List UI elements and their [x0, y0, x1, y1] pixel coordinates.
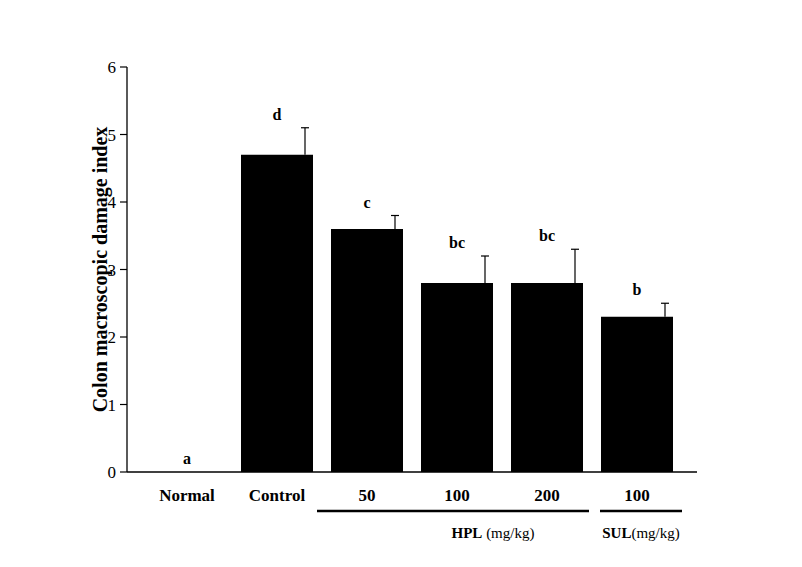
- y-tick-label: 6: [108, 58, 117, 77]
- x-tick-label: 200: [534, 486, 560, 505]
- x-tick-label: Control: [249, 486, 306, 505]
- y-tick: [120, 201, 127, 202]
- error-cap: [661, 303, 669, 304]
- y-tick: [120, 134, 127, 135]
- error-cap: [481, 255, 489, 256]
- chart-root: 0123456adcbcbcbNormalControl50100200100H…: [0, 0, 802, 567]
- error-bar: [481, 256, 489, 283]
- annotation: c: [363, 194, 370, 211]
- bar: [331, 229, 403, 472]
- y-axis: [126, 67, 127, 472]
- y-axis-label: Colon macroscopic damage index: [89, 127, 112, 413]
- error-cap: [571, 249, 579, 250]
- x-tick-label: 100: [624, 486, 650, 505]
- y-tick: [120, 336, 127, 337]
- error-line: [574, 249, 575, 283]
- error-line: [304, 128, 305, 155]
- bar: [241, 155, 313, 472]
- error-bar: [301, 128, 309, 155]
- group-label: HPL (mg/kg): [452, 525, 535, 542]
- y-tick: [120, 66, 127, 67]
- error-line: [484, 256, 485, 283]
- group-label: SUL(mg/kg): [602, 525, 680, 542]
- y-tick: [120, 471, 127, 472]
- annotation: a: [183, 450, 191, 467]
- group-line: [317, 510, 589, 513]
- bars: [241, 128, 673, 472]
- y-tick: [120, 269, 127, 270]
- error-cap: [301, 127, 309, 128]
- x-tick-label: Normal: [159, 486, 215, 505]
- bar: [601, 317, 673, 472]
- chart-svg: 0123456adcbcbcbNormalControl50100200100H…: [0, 0, 802, 567]
- error-line: [664, 303, 665, 317]
- group-line: [600, 510, 682, 513]
- annotation: b: [633, 281, 642, 298]
- bar: [421, 283, 493, 472]
- y-tick: [120, 404, 127, 405]
- x-axis: [127, 471, 697, 472]
- y-tick-label: 0: [108, 463, 117, 482]
- error-bar: [571, 249, 579, 283]
- annotation: bc: [449, 234, 465, 251]
- x-tick-label: 50: [359, 486, 376, 505]
- error-line: [394, 216, 395, 230]
- annotation: d: [273, 106, 282, 123]
- error-bar: [661, 303, 669, 317]
- x-tick-label: 100: [444, 486, 470, 505]
- bar: [511, 283, 583, 472]
- annotation: bc: [539, 227, 555, 244]
- error-bar: [391, 216, 399, 230]
- error-cap: [391, 215, 399, 216]
